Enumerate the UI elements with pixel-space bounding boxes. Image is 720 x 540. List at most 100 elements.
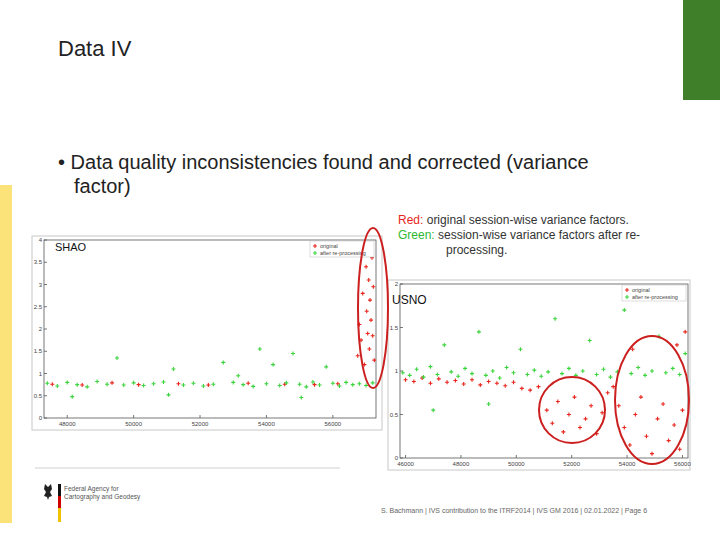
chart-title: SHAO <box>55 241 87 253</box>
point <box>606 391 610 395</box>
bullet-text: • Data quality inconsistencies found and… <box>58 150 634 198</box>
y-tick <box>44 262 47 263</box>
legend: originalafter re-processing <box>622 285 686 301</box>
point <box>371 381 375 385</box>
point <box>442 343 446 347</box>
plot-frame <box>44 240 376 418</box>
point <box>650 452 654 456</box>
point <box>337 384 341 388</box>
point <box>351 383 355 387</box>
x-tick <box>460 455 461 458</box>
point <box>656 417 660 421</box>
y-tick <box>400 458 403 459</box>
point <box>365 309 369 313</box>
x-tick-label: 48000 <box>453 461 470 467</box>
point <box>176 382 180 386</box>
point <box>366 331 370 335</box>
x-tick <box>67 415 68 418</box>
point <box>401 371 405 375</box>
x-tick <box>266 415 267 418</box>
point <box>371 334 375 338</box>
point <box>291 351 295 355</box>
point <box>369 318 373 322</box>
point <box>236 374 240 378</box>
point <box>132 381 136 385</box>
point <box>80 383 84 387</box>
point <box>644 434 648 438</box>
point <box>357 382 361 386</box>
point <box>404 378 408 382</box>
point <box>512 380 516 384</box>
point <box>264 382 268 386</box>
point <box>536 385 540 389</box>
point <box>528 388 532 392</box>
point <box>449 370 453 374</box>
point <box>512 371 516 375</box>
x-tick <box>627 455 628 458</box>
x-tick <box>332 415 333 418</box>
point <box>206 383 210 387</box>
y-tick-label: 0.5 <box>390 412 399 418</box>
point <box>171 367 175 371</box>
series <box>404 330 688 456</box>
y-tick <box>400 414 403 415</box>
chart: 46000480005000052000540005600000.511.52U… <box>388 280 691 470</box>
point <box>122 383 126 387</box>
point <box>498 376 502 380</box>
point <box>453 379 457 383</box>
point <box>470 378 474 382</box>
annotation-label: Red: <box>398 213 423 227</box>
point <box>553 317 557 321</box>
point <box>278 384 282 388</box>
annotation-label: Green: <box>398 228 435 242</box>
x-tick-label: 56000 <box>674 461 691 467</box>
point <box>578 426 582 430</box>
point <box>633 413 637 417</box>
point <box>628 443 632 447</box>
chart-frame <box>388 280 690 470</box>
point <box>567 366 571 370</box>
point <box>437 377 441 381</box>
point <box>639 395 643 399</box>
x-tick <box>133 415 134 418</box>
y-tick-label: 2 <box>395 281 399 287</box>
annotation-text: original session-wise variance factors. <box>427 213 629 227</box>
point <box>284 381 288 385</box>
legend-label: after re-processing <box>320 250 366 256</box>
point <box>142 384 146 388</box>
point <box>428 381 432 385</box>
point <box>344 380 348 384</box>
point <box>503 384 507 388</box>
point <box>683 352 687 356</box>
point <box>412 379 416 383</box>
page: html, body { margin:0; padding:0; width:… <box>0 0 720 540</box>
point <box>636 366 640 370</box>
series <box>50 256 376 387</box>
point <box>258 347 262 351</box>
series <box>401 308 687 412</box>
point <box>584 417 588 421</box>
point <box>477 330 481 334</box>
point <box>667 439 671 443</box>
y-tick <box>44 306 47 307</box>
point <box>545 408 549 412</box>
side-bar <box>0 185 12 523</box>
point <box>65 380 69 384</box>
point <box>162 380 166 384</box>
point <box>367 347 371 351</box>
x-tick-label: 52000 <box>192 421 209 427</box>
point <box>622 426 626 430</box>
point <box>408 373 412 377</box>
point <box>505 366 509 370</box>
y-tick <box>44 351 47 352</box>
point <box>683 330 687 334</box>
point <box>331 381 335 385</box>
point <box>484 373 488 377</box>
point <box>356 354 360 358</box>
point <box>318 383 322 387</box>
y-tick <box>400 284 403 285</box>
y-tick-label: 1 <box>39 371 43 377</box>
point <box>201 384 205 388</box>
point <box>678 447 682 451</box>
point <box>431 408 435 412</box>
